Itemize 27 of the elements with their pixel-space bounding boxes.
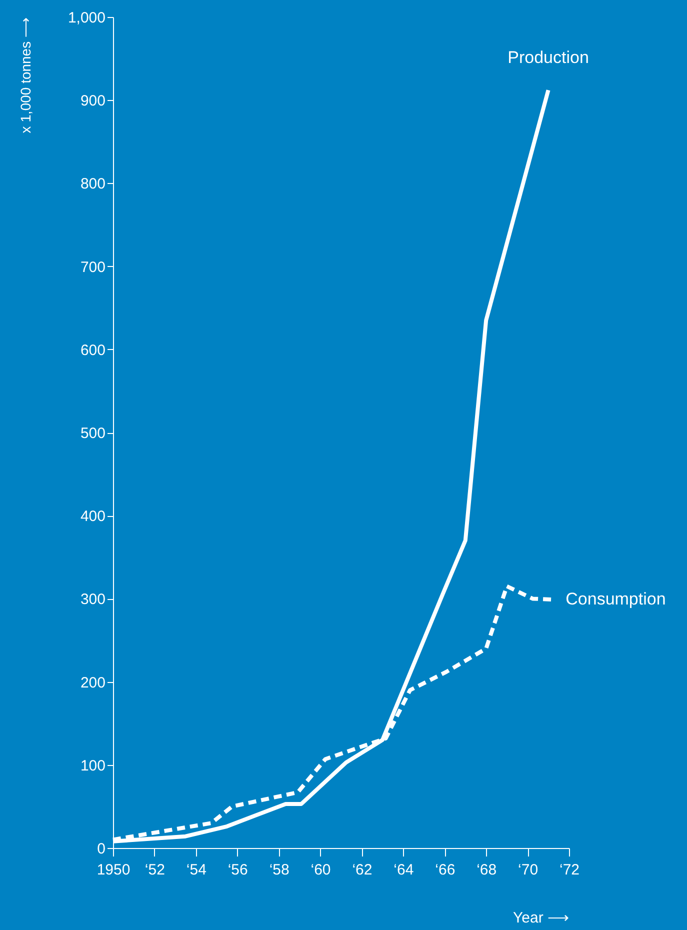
x-tick-label: ‘56 [228,862,248,878]
y-tick-label: 100 [80,757,106,774]
y-tick-label: 700 [80,258,106,276]
y-tick-label: 500 [80,425,106,442]
y-tick-label: 900 [80,92,106,110]
x-tick-label: ‘60 [310,862,331,878]
x-tick-label: ‘68 [476,862,497,878]
y-tick-label: 1,000 [68,10,106,26]
x-tick-label: ‘52 [144,862,165,878]
y-tick-label: 200 [80,674,106,692]
y-tick-label: 0 [97,840,106,858]
x-tick-label: ‘54 [186,862,206,878]
x-tick-label: 1950 [96,862,130,878]
y-tick-label: 800 [80,176,106,193]
y-tick-label: 400 [80,508,106,526]
series-label: Production [508,48,589,68]
series-label: Consumption [566,590,666,609]
x-axis-title: Year ⟶ [513,910,570,926]
x-tick-label: ‘58 [269,862,290,878]
y-axis-title: x 1,000 tonnes ⟶ [18,18,34,134]
y-tick-label: 300 [80,591,106,608]
x-tick-label: ‘72 [559,862,580,878]
y-tick-label: 600 [80,342,106,359]
x-tick-label: ‘64 [394,862,414,878]
x-tick-label: ‘70 [518,862,538,878]
x-tick-label: ‘66 [435,862,456,878]
x-tick-label: ‘62 [352,862,372,878]
